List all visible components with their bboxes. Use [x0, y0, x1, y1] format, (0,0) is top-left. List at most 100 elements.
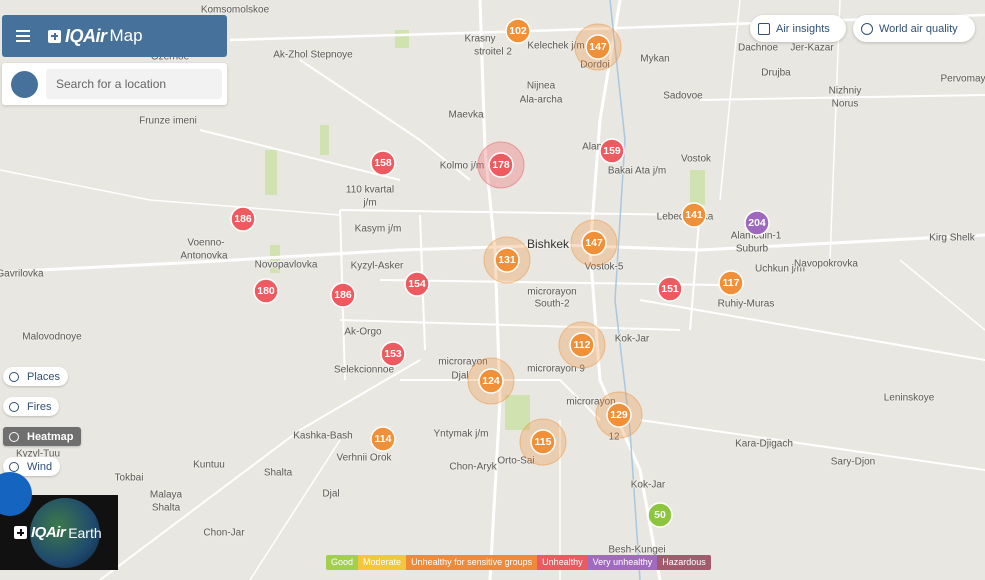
station-marker[interactable]: 124: [467, 357, 515, 405]
station-marker[interactable]: 129: [595, 391, 643, 439]
layer-button[interactable]: Fires: [3, 397, 60, 416]
place-label: Selekcionnoe: [334, 365, 394, 376]
place-label: Shalta: [152, 503, 181, 514]
station-marker[interactable]: 147: [570, 219, 618, 267]
menu-button[interactable]: [16, 27, 30, 45]
station-dot: [581, 230, 607, 256]
station-marker[interactable]: 178: [477, 141, 525, 189]
brand: IQAir: [65, 25, 107, 46]
station-dot: [606, 402, 632, 428]
place-label: Ak-Orgo: [344, 327, 382, 338]
place-label: Drujba: [761, 68, 791, 79]
station-marker[interactable]: 115: [519, 418, 567, 466]
layer-label: Places: [27, 370, 61, 383]
place-label: Kolmo j/m: [440, 161, 484, 172]
aqi-value: 50: [654, 509, 666, 521]
station-marker[interactable]: 141: [681, 202, 707, 228]
station-dot: [370, 426, 396, 452]
place-label: Shalta: [264, 468, 293, 479]
station-dot: [599, 138, 625, 164]
place-label: Dordoi: [580, 60, 609, 71]
station-marker[interactable]: 50: [647, 502, 673, 528]
station-marker[interactable]: 153: [380, 341, 406, 367]
place-label: Vostok: [681, 154, 712, 165]
station-dot: [330, 282, 356, 308]
station-dot: [488, 152, 514, 178]
station-dot: [253, 278, 279, 304]
station-marker[interactable]: 117: [718, 270, 744, 296]
place-label: Frunze imeni: [139, 116, 197, 127]
product: Map: [109, 26, 143, 45]
top-button[interactable]: Air insights: [750, 15, 846, 42]
city-label: Bishkek: [527, 237, 570, 251]
place-label: Nizhniy: [829, 86, 862, 97]
aqi-value: 141: [685, 209, 703, 221]
station-marker[interactable]: 147: [574, 23, 622, 71]
place-label: stroitel 2: [474, 47, 512, 58]
place-label: South-2: [534, 299, 569, 310]
place-label: Komsomolskoe: [201, 5, 270, 16]
legend-item: Hazardous: [657, 555, 711, 570]
search-panel: Search for a location: [2, 63, 227, 105]
place-label: Jer-Kazar: [790, 43, 834, 54]
place-label: Yntymak j/m: [433, 429, 488, 440]
place-label: Voenno-: [187, 238, 224, 249]
layer-button[interactable]: Wind: [3, 457, 61, 476]
station-dot: [404, 271, 430, 297]
station-marker[interactable]: 102: [505, 18, 531, 44]
place-label: Nijnea: [527, 81, 556, 92]
aqi-value: 112: [574, 339, 591, 351]
station-marker[interactable]: 154: [404, 271, 430, 297]
station-marker[interactable]: 158: [370, 150, 396, 176]
place-label: Sary-Djon: [831, 457, 875, 468]
top-button[interactable]: World air quality: [853, 15, 975, 42]
place-label: Kashka-Bash: [293, 431, 352, 442]
layer-label: Wind: [27, 460, 53, 473]
locate-button[interactable]: [11, 71, 38, 98]
place-label: Djal: [451, 371, 468, 382]
place-label: Malaya: [150, 490, 183, 501]
earth-card[interactable]: IQAir Earth: [0, 495, 118, 570]
aqi-value: 124: [482, 375, 500, 387]
place-label: Chon-Aryk: [449, 462, 497, 473]
layer-button[interactable]: Heatmap: [3, 427, 82, 446]
place-label: Uchkun j/m: [755, 264, 805, 275]
place-label: Leninskoye: [884, 393, 935, 404]
river: [609, 0, 641, 580]
place-label: Bakai Ata j/m: [608, 166, 666, 177]
brand: IQAir: [31, 524, 66, 541]
aqi-value: 159: [603, 145, 621, 157]
place-label: Kirg Shelk: [929, 233, 976, 244]
place-label: Besh-Kungei: [608, 545, 665, 556]
station-dot: [380, 341, 406, 367]
station-marker[interactable]: 131: [483, 236, 531, 284]
place-label: Ak-Zhol Stepnoye: [273, 50, 353, 61]
place-label: j/m: [362, 198, 376, 209]
station-marker[interactable]: 151: [657, 276, 683, 302]
station-marker[interactable]: 114: [370, 426, 396, 452]
place-label: Novopavlovka: [255, 260, 318, 271]
place-label: Kok-Jar: [631, 480, 666, 491]
station-marker[interactable]: 204: [744, 210, 770, 236]
layer-button[interactable]: Places: [3, 367, 69, 386]
place-label: Kasym j/m: [355, 224, 402, 235]
station-marker[interactable]: 186: [230, 206, 256, 232]
station-dot: [569, 332, 595, 358]
search-input[interactable]: Search for a location: [46, 69, 222, 99]
logo-icon: [14, 526, 27, 539]
legend-item: Moderate: [358, 555, 407, 570]
place-label: Maevka: [448, 110, 483, 121]
place-label: Norus: [832, 99, 859, 110]
place-label: Chon-Jar: [203, 528, 245, 539]
station-marker[interactable]: 186: [330, 282, 356, 308]
station-marker[interactable]: 159: [599, 138, 625, 164]
place-label: Pervomay: [940, 74, 985, 85]
aqi-value: 204: [748, 217, 766, 229]
station-marker[interactable]: 112: [558, 321, 606, 369]
aqi-value: 153: [384, 348, 402, 360]
station-marker[interactable]: 180: [253, 278, 279, 304]
place-label: Krasny: [464, 34, 495, 45]
